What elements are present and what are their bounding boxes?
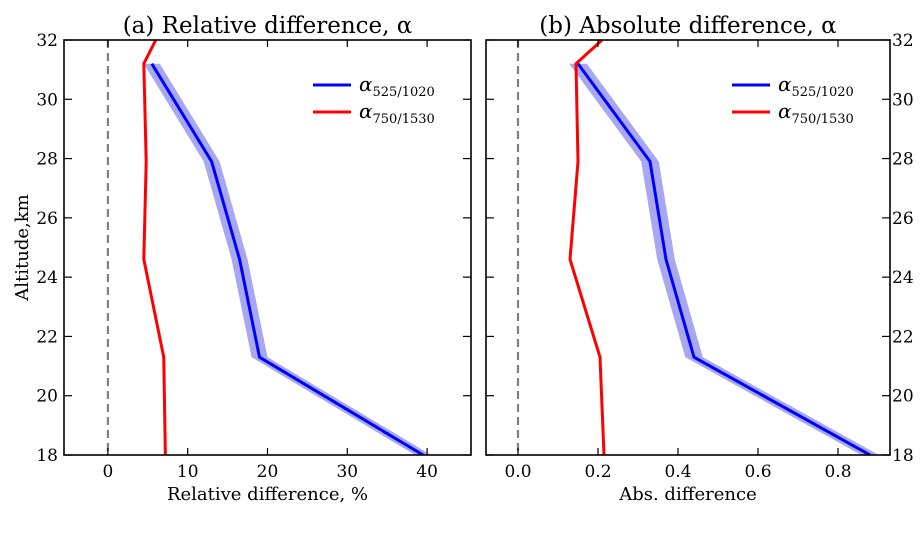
panel-relative-difference: 0 10 20 30 40 18 20 22 24 26 28 30 32 (a) Relative di… [12, 13, 472, 505]
series-line-1 [142, 40, 167, 455]
y-tick-label: 22 [36, 327, 58, 347]
y-tick-label: 24 [892, 268, 914, 288]
panel-absolute-difference: 0.0 0.2 0.4 0.6 0.8 18 20 22 24 26 28 30 32 (b) Absol… [485, 13, 914, 505]
x-axis-label: Abs. difference [618, 484, 757, 505]
x-tick-label: 40 [416, 462, 438, 482]
y-tick-label: 24 [36, 268, 58, 288]
x-tick-label: 0.8 [824, 462, 851, 482]
legend-entry: α750/1530 [778, 99, 854, 127]
series-line-0 [150, 62, 424, 455]
series-line-1 [568, 40, 606, 455]
uncertainty-band-series-0 [569, 63, 879, 455]
plot-area [568, 40, 879, 455]
chart-title: (b) Absolute difference, α [539, 13, 836, 39]
legend-entry: α525/1020 [359, 72, 435, 100]
x-tick-label: 30 [336, 462, 358, 482]
y-tick-label: 28 [36, 150, 58, 170]
x-tick-label: 20 [257, 462, 279, 482]
plot-area [142, 40, 432, 455]
y-tick-label: 30 [36, 90, 58, 110]
y-tick-label: 22 [892, 327, 914, 347]
chart-title: (a) Relative difference, α [123, 13, 413, 39]
legend-entry: α750/1530 [359, 99, 435, 127]
x-tick-label: 0.4 [664, 462, 691, 482]
y-axis-label: Altitude,km [12, 194, 33, 301]
y-tick-label: 32 [36, 31, 58, 51]
x-tick-label: 0.2 [584, 462, 611, 482]
y-tick-label: 26 [892, 209, 914, 229]
y-tick-label: 18 [36, 446, 58, 466]
y-tick-label: 28 [892, 150, 914, 170]
y-tick-label: 18 [892, 446, 914, 466]
x-tick-label: 0 [102, 462, 113, 482]
x-axis-label: Relative difference, % [167, 484, 368, 505]
y-tick-label: 20 [892, 387, 914, 407]
y-tick-label: 26 [36, 209, 58, 229]
axes-frame [63, 39, 472, 456]
series-line-0 [576, 62, 871, 455]
x-tick-label: 0.0 [504, 462, 531, 482]
uncertainty-band-series-0 [143, 63, 432, 455]
x-tick-label: 0.6 [744, 462, 771, 482]
y-tick-label: 32 [892, 31, 914, 51]
legend-entry: α525/1020 [778, 72, 854, 100]
y-tick-label: 30 [892, 90, 914, 110]
y-tick-label: 20 [36, 387, 58, 407]
axes-frame [485, 39, 891, 456]
x-tick-label: 10 [177, 462, 199, 482]
